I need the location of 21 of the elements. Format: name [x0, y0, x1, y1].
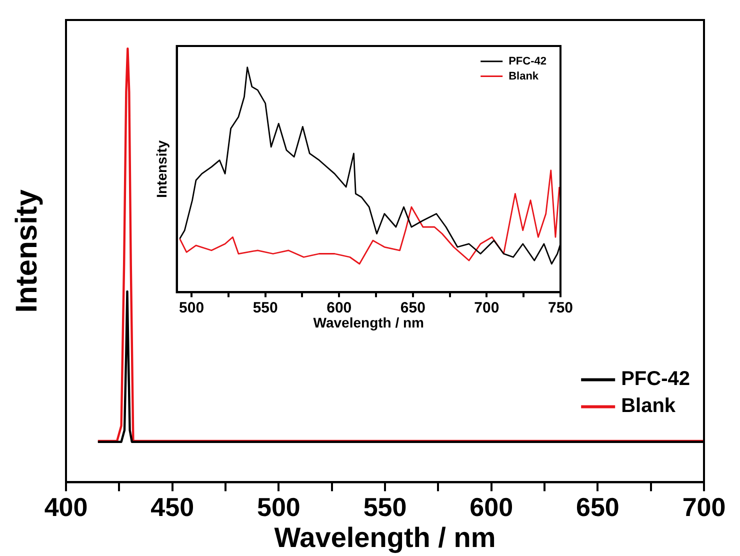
x-axis-title: Wavelength / nm [274, 522, 496, 553]
x-tick-label: 700 [474, 299, 500, 316]
legend-label: Blank [621, 395, 676, 418]
x-tick-label: 400 [44, 492, 88, 522]
y-axis-title: Intensity [10, 189, 44, 313]
legend-label: PFC-42 [621, 368, 690, 390]
x-tick-label: 600 [470, 492, 514, 522]
x-tick-label: 550 [363, 492, 407, 522]
x-axis-title: Wavelength / nm [313, 314, 424, 330]
legend-label: Blank [508, 70, 540, 82]
x-tick-label: 650 [576, 492, 620, 522]
legend-label: PFC-42 [508, 55, 546, 68]
x-tick-label: 550 [252, 299, 278, 316]
x-tick-label: 600 [326, 299, 352, 316]
y-axis-title: Intensity [153, 140, 170, 198]
x-tick-label: 650 [400, 299, 426, 316]
x-tick-label: 700 [682, 492, 726, 522]
x-tick-label: 500 [256, 492, 300, 522]
x-tick-label: 500 [179, 299, 204, 316]
x-tick-label: 450 [150, 492, 194, 522]
x-tick-label: 750 [548, 299, 573, 316]
